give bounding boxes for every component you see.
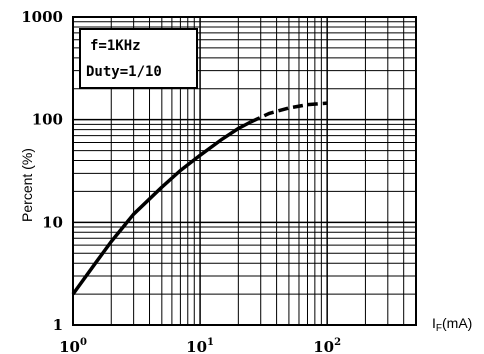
x-tick-label: 102 <box>313 337 341 354</box>
y-tick-label: 10 <box>42 213 63 231</box>
curve-solid-segment <box>71 120 252 296</box>
curves <box>71 101 328 296</box>
y-tick-labels: 1 10 100 1000 <box>21 8 63 334</box>
x-tick-label: 101 <box>186 337 214 354</box>
x-tick-label: 100 <box>59 337 87 354</box>
curve-dashed-segment <box>249 101 328 124</box>
y-tick-label: 1000 <box>21 8 63 26</box>
y-tick-label: 100 <box>32 111 63 129</box>
legend-line-2: Duty=1/10 <box>86 64 162 80</box>
plot-frame <box>72 16 417 326</box>
legend-line-1: f=1KHz <box>90 38 141 54</box>
legend-box: f=1KHz Duty=1/10 <box>79 28 198 89</box>
legend-frame <box>79 28 198 89</box>
x-tick-labels: 100 101 102 <box>59 337 341 354</box>
y-axis-label: Percent (%) <box>19 148 35 222</box>
x-axis-label: IF(mA) <box>432 315 472 334</box>
y-tick-label: 1 <box>53 316 63 334</box>
